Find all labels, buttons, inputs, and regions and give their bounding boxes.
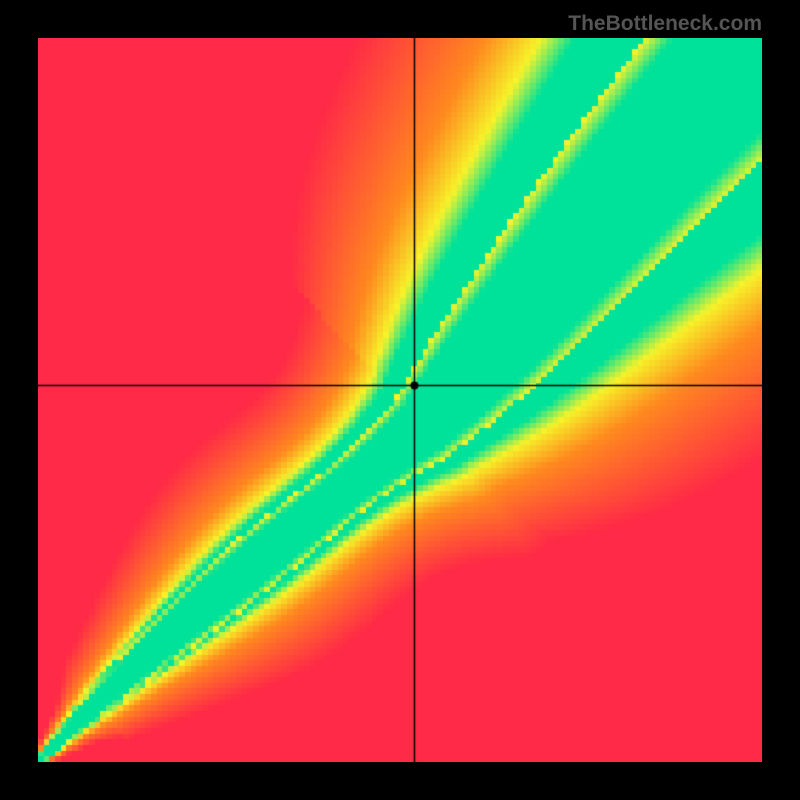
bottleneck-heatmap (38, 38, 762, 762)
chart-container: { "chart": { "type": "heatmap", "image_w… (0, 0, 800, 800)
watermark-text: TheBottleneck.com (568, 12, 762, 36)
